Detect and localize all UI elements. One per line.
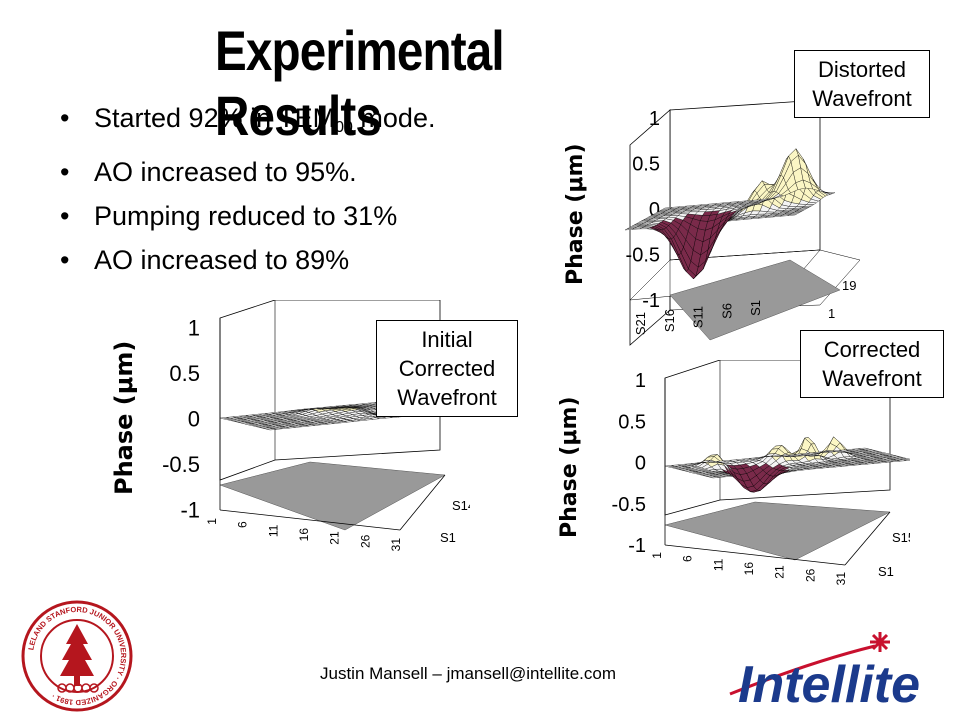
seal-icon: LELAND STANFORD JUNIOR UNIVERSITY · ORGA… (21, 600, 133, 712)
z-tick-label: 0 (649, 199, 660, 221)
bullet-item: AO increased to 95%. (60, 150, 435, 194)
axis-tick-label: 31 (834, 572, 848, 586)
axis-tick-label: S1 (878, 564, 894, 579)
z-tick-label: 0.5 (632, 154, 660, 176)
axis-tick-label: S16 (662, 309, 677, 332)
axis-tick-label: 1 (650, 552, 664, 559)
z-axis-title: Phase (μm) (563, 143, 588, 285)
z-tick-label: 0 (635, 453, 646, 475)
distorted-surface-chart: 1 0.5 0 -0.5 -1 Phase (μm) S21 S16 S11 S6 S1 19 1 (563, 100, 860, 346)
axis-tick-label: 19 (842, 278, 856, 293)
z-tick-label: -1 (628, 535, 646, 557)
axis-tick-label: 6 (681, 555, 695, 562)
distorted-wavefront-plot: 1 0.5 0 -0.5 -1 Phase (μm) S21 S16 S11 S6 S1 19 1 (560, 100, 860, 360)
z-tick-label: -0.5 (162, 452, 200, 477)
axis-tick-label: 21 (328, 531, 342, 545)
axis-tick-label: S1 (748, 300, 763, 316)
z-axis-title: Phase (μm) (557, 396, 582, 538)
z-tick-label: 1 (188, 316, 200, 341)
axis-tick-label: 26 (803, 568, 817, 582)
logo-wordmark: Intellite (738, 656, 920, 707)
bullet-item: Pumping reduced to 31% (60, 194, 435, 238)
axis-tick-label: S14 (452, 498, 470, 513)
z-tick-label: 1 (649, 108, 660, 130)
z-tick-label: 0.5 (618, 411, 646, 433)
axis-tick-label: 31 (389, 538, 403, 552)
axis-tick-label: 1 (205, 518, 219, 525)
initial-corrected-callout: Initial Corrected Wavefront (376, 320, 518, 417)
axis-tick-label: 16 (742, 562, 756, 576)
intellite-logo: Intellite (720, 632, 940, 714)
bullet-item: AO increased to 89% (60, 238, 435, 282)
bullet-item: Started 92% in TEM00 mode. (60, 96, 435, 150)
axis-tick-label: 1 (828, 306, 835, 321)
corrected-wavefront-callout: Corrected Wavefront (800, 330, 944, 398)
distorted-wavefront-callout: Distorted Wavefront (794, 50, 930, 118)
z-tick-label: -0.5 (626, 245, 660, 267)
axis-tick-label: S21 (633, 312, 648, 335)
axis-tick-label: S6 (719, 303, 734, 319)
intellite-logo-icon: Intellite (729, 632, 920, 714)
z-tick-label: -1 (642, 290, 660, 312)
bullet-list: Started 92% in TEM00 mode. AO increased … (60, 96, 435, 282)
stanford-seal-logo: LELAND STANFORD JUNIOR UNIVERSITY · ORGA… (18, 600, 136, 717)
z-tick-label: 0 (188, 407, 200, 432)
z-tick-label: 1 (635, 370, 646, 392)
axis-tick-label: 21 (773, 565, 787, 579)
surface-cell (858, 447, 869, 450)
z-tick-label: -1 (180, 498, 200, 523)
surface-cell (825, 192, 836, 194)
z-tick-label: 0.5 (169, 361, 200, 386)
z-tick-label: -0.5 (612, 494, 646, 516)
footer-credit: Justin Mansell – jmansell@intellite.com (320, 664, 616, 683)
z-axis-title: Phase (μm) (110, 341, 138, 495)
axis-tick-label: 6 (236, 521, 250, 528)
axis-tick-label: 11 (711, 558, 725, 571)
axis-tick-label: 26 (358, 534, 372, 548)
axis-tick-label: 11 (266, 524, 280, 537)
axis-tick-label: S1 (440, 530, 456, 545)
axis-tick-label: 16 (297, 528, 311, 542)
axis-tick-label: S15 (892, 530, 910, 545)
axis-tick-label: S11 (691, 306, 706, 328)
